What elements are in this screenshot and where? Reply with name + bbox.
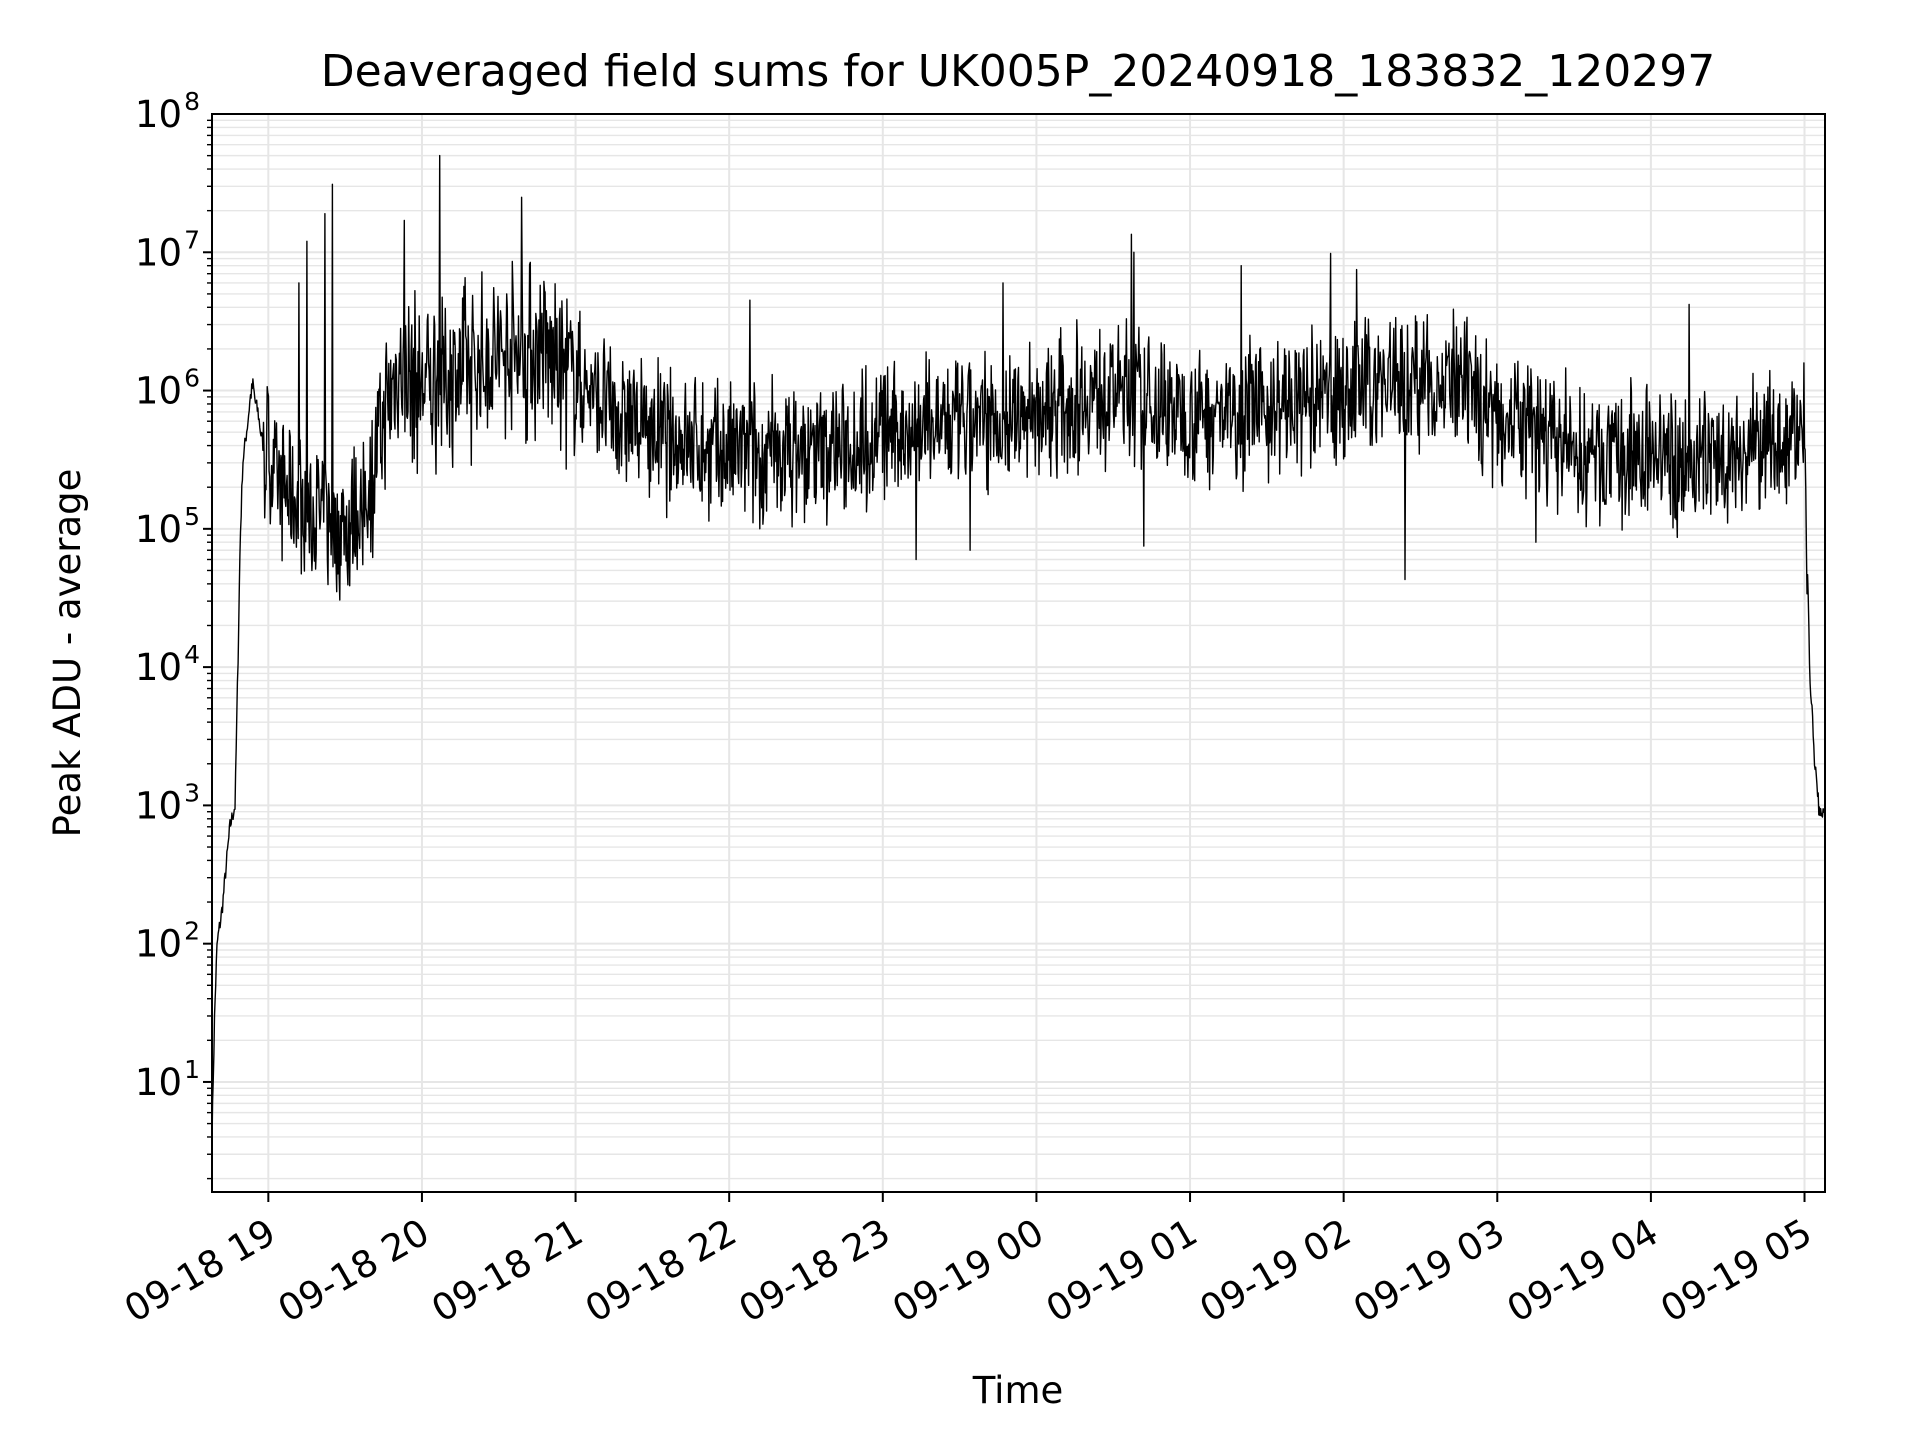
- y-tick-exponent: 2: [184, 917, 200, 946]
- y-tick-label: 10: [135, 646, 182, 689]
- y-tick-label: 10: [135, 1061, 182, 1104]
- y-tick-base: 10: [135, 646, 182, 689]
- y-tick-label: 10: [135, 923, 182, 966]
- y-tick-exponent: 1: [184, 1055, 200, 1084]
- y-tick-label: 10: [135, 93, 182, 136]
- chart-title: Deaveraged field sums for UK005P_2024091…: [321, 46, 1715, 97]
- y-tick-label: 10: [135, 508, 182, 551]
- y-tick-exponent: 8: [184, 87, 200, 116]
- y-tick-exponent: 6: [184, 364, 200, 393]
- y-tick-label: 10: [135, 231, 182, 274]
- y-tick-label: 10: [135, 370, 182, 413]
- y-tick-exponent: 3: [184, 778, 200, 807]
- y-tick-base: 10: [135, 93, 182, 136]
- y-tick-base: 10: [135, 231, 182, 274]
- x-axis-label: Time: [972, 1369, 1064, 1412]
- y-tick-exponent: 5: [184, 502, 200, 531]
- y-tick-base: 10: [135, 784, 182, 827]
- plot-area: [212, 154, 1825, 1146]
- axes-frame: [211, 113, 1826, 1193]
- grid-lines: [212, 114, 1825, 1192]
- y-tick-base: 10: [135, 1061, 182, 1104]
- y-tick-base: 10: [135, 370, 182, 413]
- y-tick-base: 10: [135, 508, 182, 551]
- series-line: [212, 154, 1825, 1146]
- y-tick-label: 10: [135, 784, 182, 827]
- y-axis-label: Peak ADU - average: [46, 469, 89, 838]
- y-tick-exponent: 7: [184, 225, 200, 254]
- y-tick-base: 10: [135, 923, 182, 966]
- y-tick-exponent: 4: [184, 640, 200, 669]
